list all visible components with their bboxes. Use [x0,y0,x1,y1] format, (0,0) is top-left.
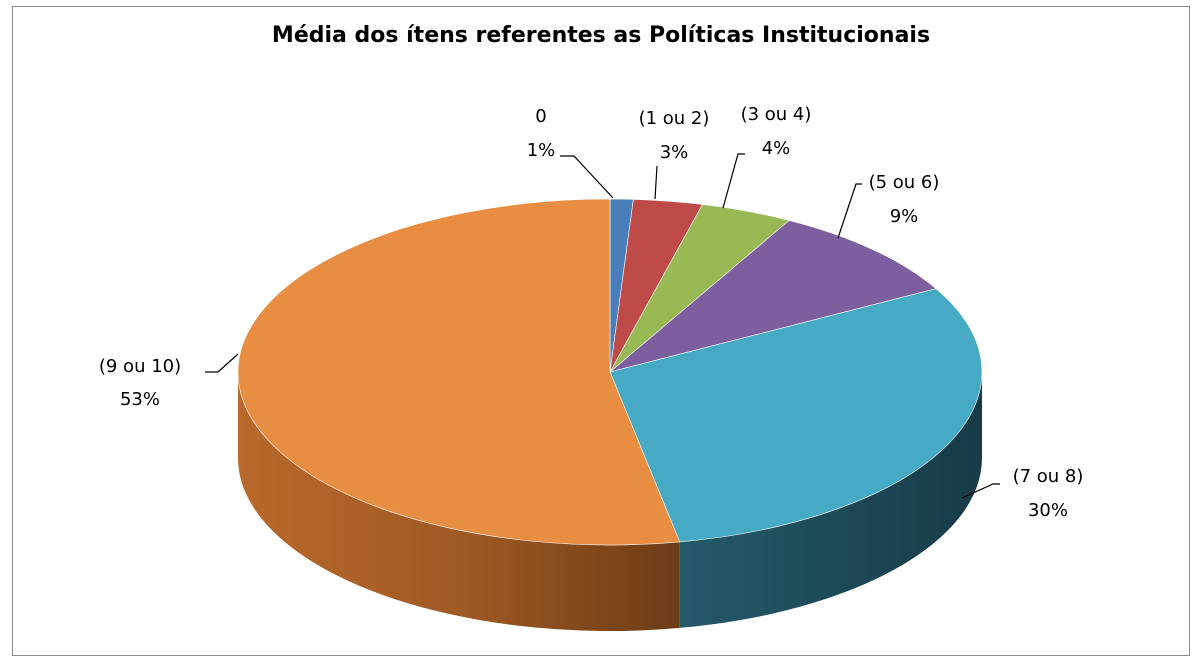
slice-value-label: 1% [527,140,556,161]
slice-category-label: (5 ou 6) [869,172,940,193]
leader-line-3 [837,183,862,239]
slice-category-label: (9 ou 10) [99,356,181,377]
slice-category-label: 0 [535,106,546,127]
slice-value-label: 53% [120,389,160,410]
leader-line-0 [560,155,614,199]
slice-3 [609,220,937,373]
slice-side-5 [238,372,680,631]
slice-value-label: 4% [762,138,791,159]
slice-side-4 [679,372,983,628]
slice-value-label: 30% [1028,500,1068,521]
chart-title: Média dos ítens referentes as Políticas … [271,23,931,48]
slice-value-label: 9% [890,206,919,227]
slice-category-label: (3 ou 4) [741,104,812,125]
slice-category-label: (1 ou 2) [639,108,710,129]
slice-category-label: (7 ou 8) [1013,466,1084,487]
leader-line-1 [654,165,658,200]
leader-line-2 [722,153,745,209]
leader-line-5 [205,353,239,373]
slice-5 [237,198,681,546]
slice-4 [609,288,983,543]
slice-value-label: 3% [660,142,689,163]
leader-line-4 [961,483,1000,499]
